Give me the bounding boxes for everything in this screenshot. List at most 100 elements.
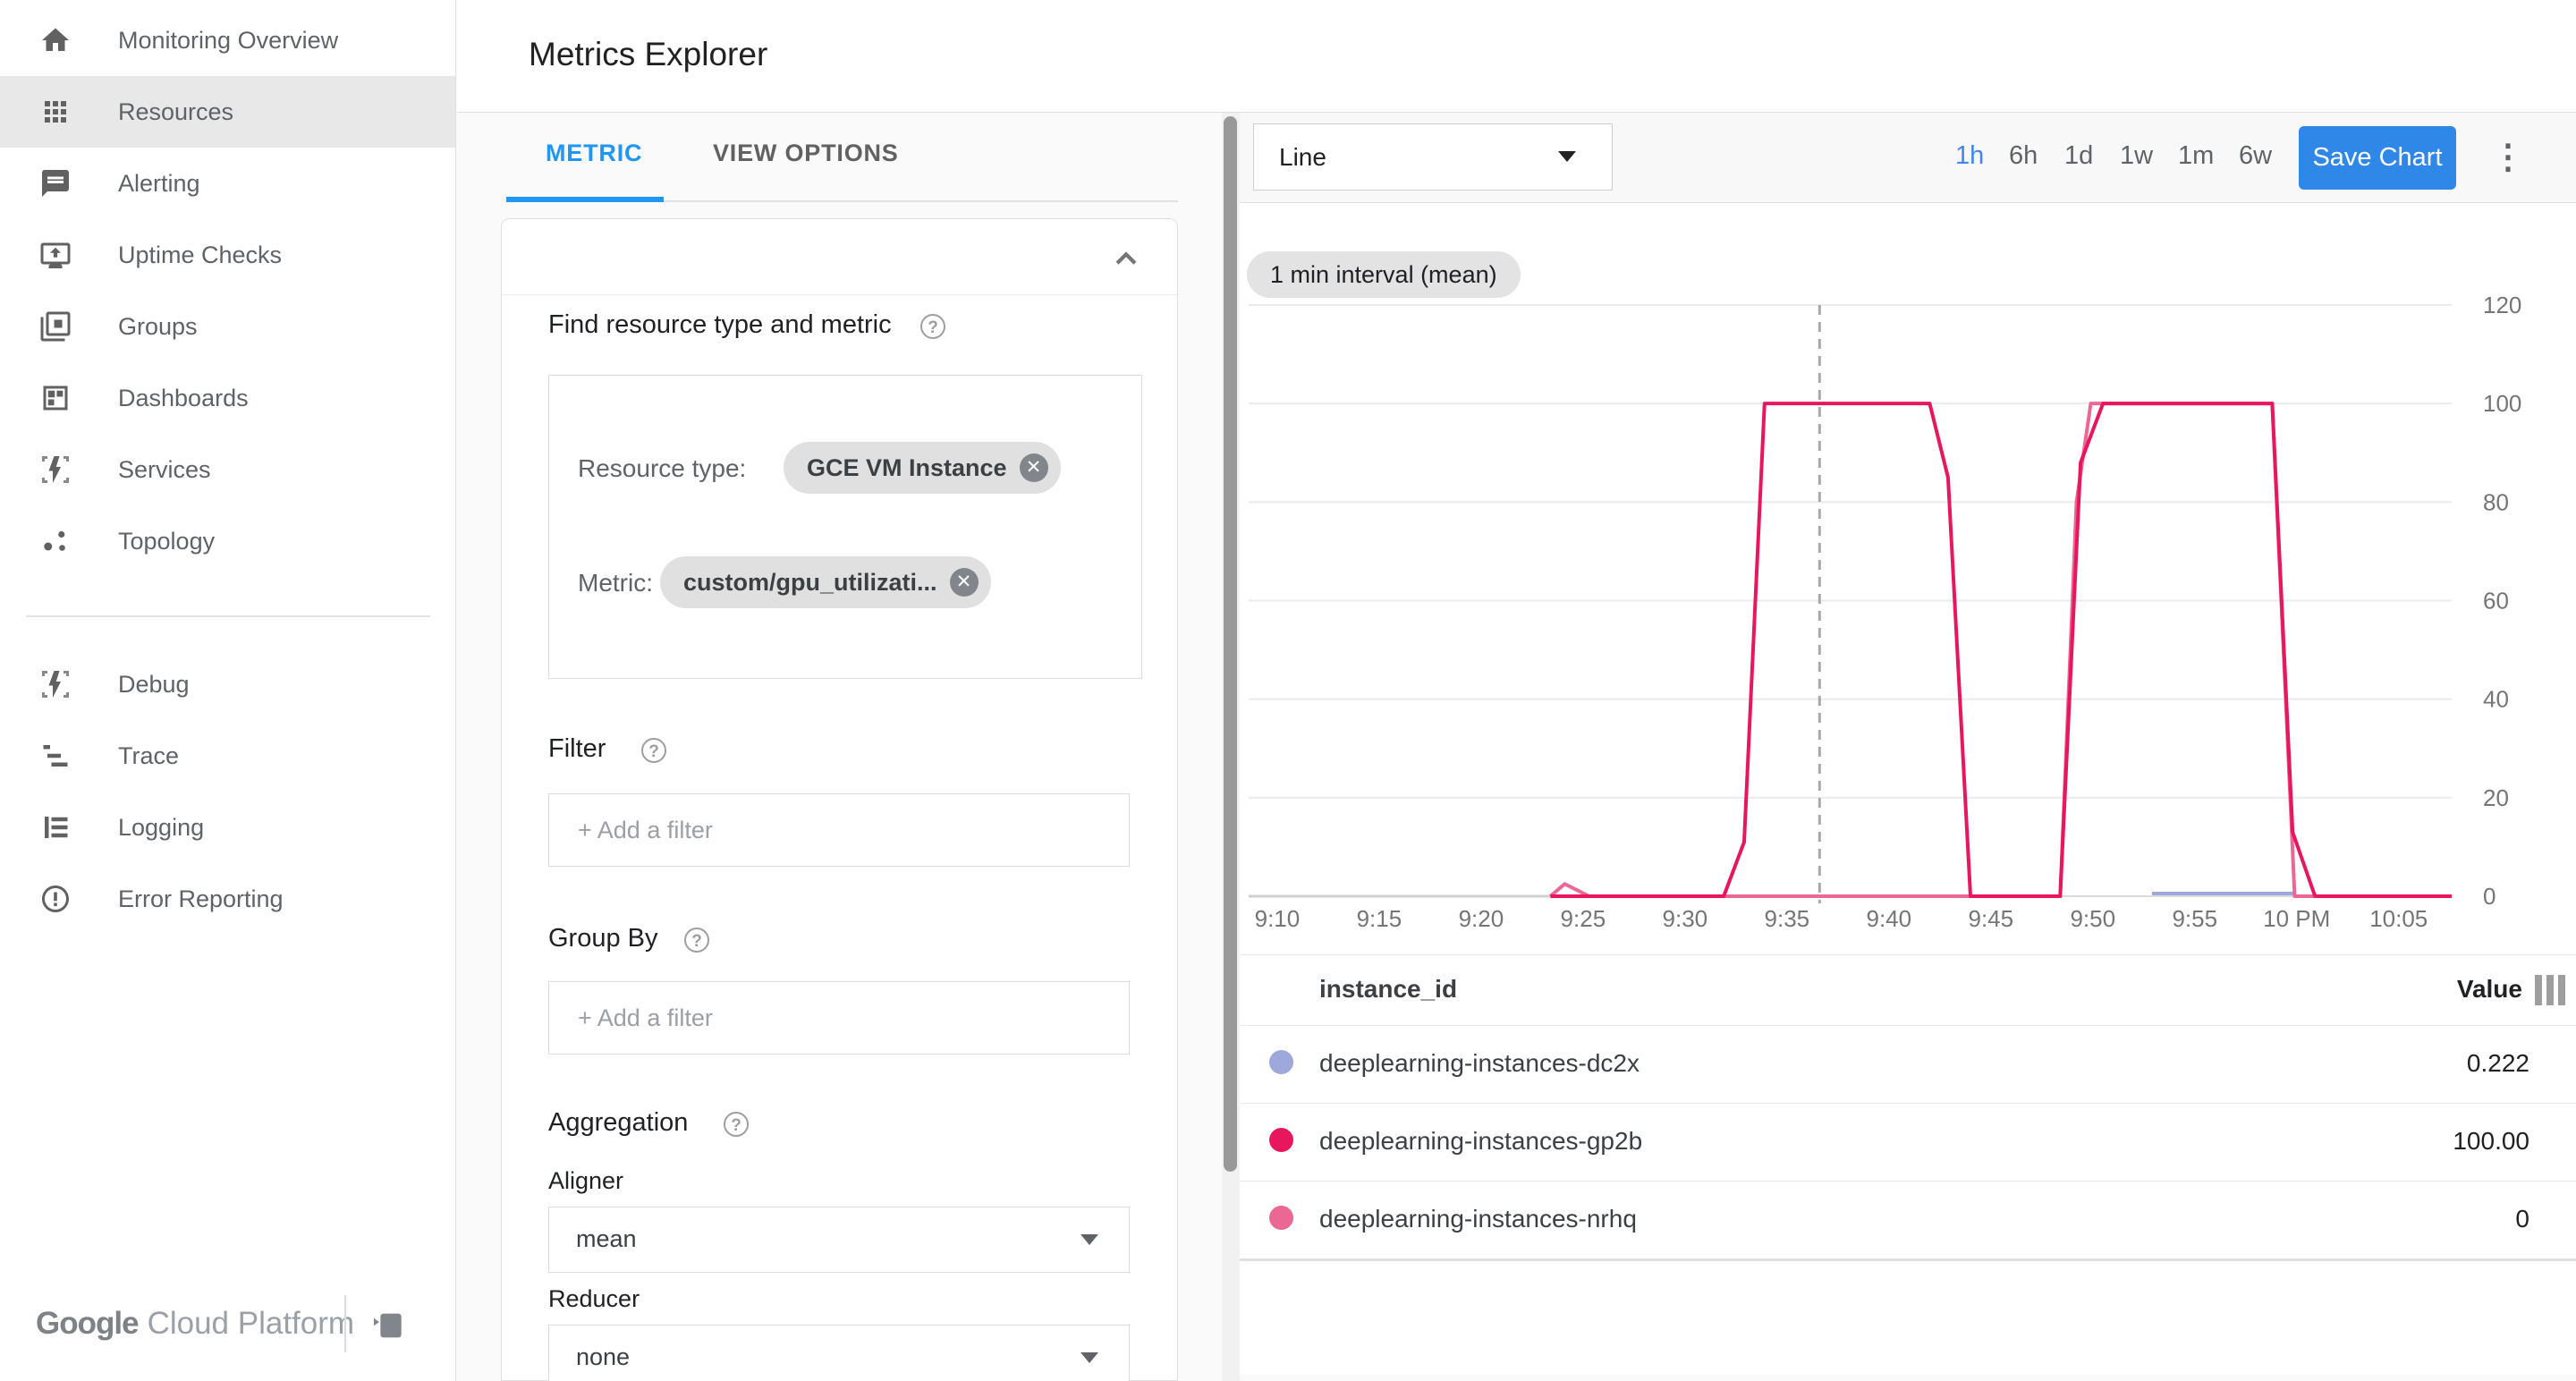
sidebar-item-resources[interactable]: Resources <box>0 76 455 148</box>
sidebar-item-uptime-checks[interactable]: Uptime Checks <box>0 219 455 291</box>
find-resource-heading: Find resource type and metric <box>548 310 892 339</box>
filter-input[interactable] <box>576 794 1080 866</box>
sidebar-item-dashboards[interactable]: Dashboards <box>0 362 455 434</box>
range-button-1w[interactable]: 1w <box>2120 141 2154 170</box>
svg-text:9:30: 9:30 <box>1663 905 1708 932</box>
help-icon[interactable]: ? <box>724 1112 749 1137</box>
legend-row-dc2x[interactable]: deeplearning-instances-dc2x 0.222 <box>1240 1026 2576 1103</box>
header-divider <box>457 112 2576 113</box>
caret-down-icon <box>1080 1352 1098 1363</box>
chart-type-select[interactable]: Line <box>1253 123 1613 191</box>
dashboards-icon <box>43 385 68 411</box>
tab-view-options[interactable]: VIEW OPTIONS <box>713 140 899 166</box>
sidebar-item-trace[interactable]: Trace <box>0 720 455 792</box>
range-button-1d[interactable]: 1d <box>2064 141 2094 170</box>
svg-text:9:15: 9:15 <box>1357 905 1402 932</box>
sidebar-item-services[interactable]: Services <box>0 434 455 505</box>
collapse-sidebar-icon[interactable] <box>369 1308 404 1343</box>
group-by-input[interactable] <box>576 982 1080 1054</box>
chart-toolbar: Line 1h 6h 1d 1w 1m 6w Save Chart ⋮ <box>1240 113 2576 203</box>
remove-resource-icon[interactable]: ✕ <box>1019 453 1048 482</box>
save-chart-button[interactable]: Save Chart <box>2299 126 2456 190</box>
page-title: Metrics Explorer <box>529 36 768 72</box>
error-reporting-icon <box>42 885 69 912</box>
trace-bars-icon <box>43 745 68 767</box>
apps-grid-icon <box>45 101 66 123</box>
logging-list-icon <box>45 817 68 838</box>
sidebar-item-error-reporting[interactable]: Error Reporting <box>0 863 455 935</box>
range-button-6h[interactable]: 6h <box>2009 141 2038 170</box>
legend-header-row: instance_id Value <box>1240 955 2576 1025</box>
group-by-heading: Group By <box>548 924 658 953</box>
svg-text:9:45: 9:45 <box>1968 905 2013 932</box>
svg-text:80: 80 <box>2483 488 2509 515</box>
home-icon <box>42 28 69 51</box>
svg-text:9:25: 9:25 <box>1561 905 1606 932</box>
aligner-select[interactable]: mean <box>548 1207 1130 1273</box>
resource-metric-box: Resource type: GCE VM Instance ✕ Metric:… <box>548 375 1142 679</box>
svg-text:40: 40 <box>2483 686 2509 713</box>
metric-config-panel: METRIC VIEW OPTIONS Find resource type a… <box>457 113 1222 1381</box>
caret-down-icon <box>1080 1234 1098 1245</box>
svg-text:9:55: 9:55 <box>2172 905 2217 932</box>
range-button-1h[interactable]: 1h <box>1955 141 1985 170</box>
svg-text:9:40: 9:40 <box>1867 905 1912 932</box>
sidebar-item-debug[interactable]: Debug <box>0 648 455 720</box>
divider <box>1240 1025 2576 1026</box>
sidebar-item-topology[interactable]: Topology <box>0 505 455 577</box>
sidebar-item-monitoring-overview[interactable]: Monitoring Overview <box>0 4 455 76</box>
sidebar-item-label: Dashboards <box>118 384 249 411</box>
sidebar-item-logging[interactable]: Logging <box>0 792 455 863</box>
legend-row-gp2b[interactable]: deeplearning-instances-gp2b 100.00 <box>1240 1104 2576 1181</box>
metric-card: Find resource type and metric ? Resource… <box>501 218 1178 1381</box>
remove-metric-icon[interactable]: ✕ <box>949 568 979 597</box>
alerting-chat-icon <box>42 170 69 197</box>
sidebar-item-label: Services <box>118 455 211 483</box>
sidebar-item-alerting[interactable]: Alerting <box>0 148 455 219</box>
sidebar-item-groups[interactable]: Groups <box>0 291 455 362</box>
sidebar-item-label: Groups <box>118 312 198 340</box>
svg-text:10 PM: 10 PM <box>2263 905 2330 932</box>
uptime-monitor-icon <box>40 242 71 268</box>
scrollbar-thumb[interactable] <box>1224 116 1237 1172</box>
svg-text:9:35: 9:35 <box>1765 905 1810 932</box>
help-icon[interactable]: ? <box>684 928 709 953</box>
column-settings-icon[interactable] <box>2535 975 2565 1005</box>
topology-nodes-icon <box>44 530 65 551</box>
sidebar-item-label: Resources <box>118 97 234 125</box>
svg-text:9:20: 9:20 <box>1459 905 1504 932</box>
help-icon[interactable]: ? <box>920 314 945 339</box>
groups-overlap-icon <box>40 311 71 342</box>
svg-text:20: 20 <box>2483 784 2509 811</box>
main-header: Metrics Explorer <box>457 0 2576 112</box>
sidebar-item-label: Trace <box>118 741 180 769</box>
legend-row-nrhq[interactable]: deeplearning-instances-nrhq 0 <box>1240 1182 2576 1258</box>
google-cloud-platform-logo: Google Cloud Platform <box>36 1306 355 1341</box>
filter-heading: Filter <box>548 734 606 763</box>
help-icon[interactable]: ? <box>641 738 666 763</box>
chart-panel: Line 1h 6h 1d 1w 1m 6w Save Chart ⋮ 1 mi… <box>1240 113 2576 1375</box>
reducer-select[interactable]: none <box>548 1325 1130 1381</box>
resource-type-chip[interactable]: GCE VM Instance ✕ <box>784 442 1061 494</box>
logo-divider <box>344 1295 346 1352</box>
reducer-label: Reducer <box>548 1285 640 1312</box>
filter-input-box <box>548 793 1130 867</box>
sidebar-item-label: Error Reporting <box>118 885 284 912</box>
range-button-1m[interactable]: 1m <box>2178 141 2215 170</box>
sidebar-item-label: Alerting <box>118 169 200 197</box>
divider <box>1240 1103 2576 1104</box>
series-color-dot <box>1269 1128 1293 1152</box>
debug-bolt-icon <box>42 671 69 698</box>
utilization-line-chart[interactable]: 0 20 40 60 80 100 120 9:10 9:15 9:20 9:25 9:30 9:35 9… <box>1240 202 2576 954</box>
kebab-menu-icon[interactable]: ⋮ <box>2491 139 2525 176</box>
metric-chip[interactable]: custom/gpu_utilizati... ✕ <box>660 556 991 608</box>
legend-col-instance-id: instance_id <box>1319 975 1458 1003</box>
card-divider <box>502 294 1177 295</box>
range-button-6w[interactable]: 6w <box>2239 141 2273 170</box>
tab-underline <box>506 200 1178 202</box>
collapse-card-button[interactable] <box>1111 244 1141 275</box>
divider <box>1240 1181 2576 1182</box>
legend-col-value: Value <box>2456 975 2522 1003</box>
tab-metric[interactable]: METRIC <box>546 140 643 166</box>
services-bolt-icon <box>42 456 69 483</box>
